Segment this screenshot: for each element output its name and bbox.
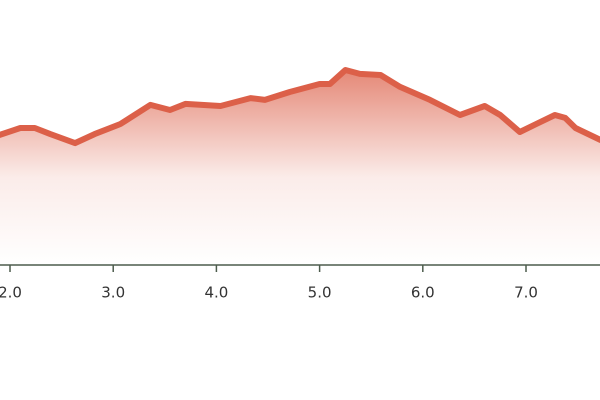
x-tick-label: 3.0 [101, 284, 125, 302]
x-tick-label: 2.0 [0, 284, 22, 302]
x-tick-label: 5.0 [308, 284, 332, 302]
area-fill [0, 70, 600, 265]
x-tick-label: 7.0 [514, 284, 538, 302]
x-tick-label: 6.0 [411, 284, 435, 302]
x-tick-label: 4.0 [204, 284, 228, 302]
line [0, 67, 600, 147]
